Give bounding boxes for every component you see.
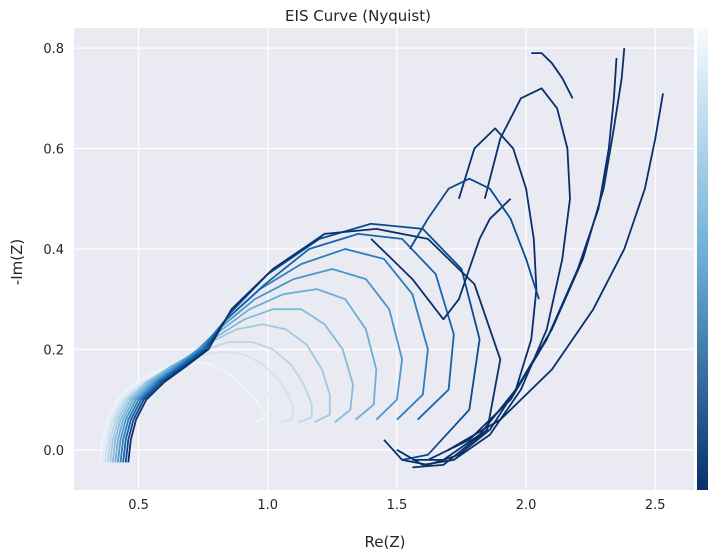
y-tick-labels: 0.0 0.2 0.4 0.6 0.8 (43, 42, 64, 459)
x-axis-label: Re(Z) (365, 533, 406, 551)
series-line-5 (109, 323, 331, 463)
series-line-2 (101, 358, 280, 463)
colorbar-strip (697, 28, 708, 490)
series-line-7 (114, 288, 378, 463)
series-line-14 (396, 87, 571, 466)
series-line-4 (106, 340, 313, 463)
grid-lines (74, 28, 694, 490)
y-tick-label: 0.8 (43, 42, 64, 57)
x-tick-label: 1.0 (257, 498, 278, 513)
colorbar (697, 28, 708, 490)
x-tick-label: 2.0 (516, 498, 537, 513)
series-line-1 (98, 360, 267, 463)
y-tick-label: 0.0 (43, 444, 64, 459)
series-line-6 (111, 308, 354, 463)
y-tick-label: 0.4 (43, 243, 64, 258)
chart-title: EIS Curve (Nyquist) (285, 7, 431, 25)
series-line-12 (127, 227, 502, 469)
series-line-19 (370, 198, 512, 321)
series-line-3 (104, 350, 295, 463)
y-tick-label: 0.2 (43, 343, 64, 358)
x-tick-label: 2.5 (645, 498, 666, 513)
series-line-20 (409, 177, 540, 300)
x-tick-label: 1.5 (387, 498, 408, 513)
series-line-18 (531, 52, 574, 99)
series-lines (98, 48, 664, 469)
series-line-8 (117, 268, 404, 463)
x-tick-labels: 0.5 1.0 1.5 2.0 2.5 (128, 498, 665, 513)
y-axis-label: -Im(Z) (8, 239, 26, 285)
y-tick-label: 0.6 (43, 143, 64, 158)
series-line-16 (427, 58, 618, 461)
series-line-10 (122, 232, 455, 463)
series-line-17 (448, 93, 664, 451)
x-tick-label: 0.5 (128, 498, 149, 513)
